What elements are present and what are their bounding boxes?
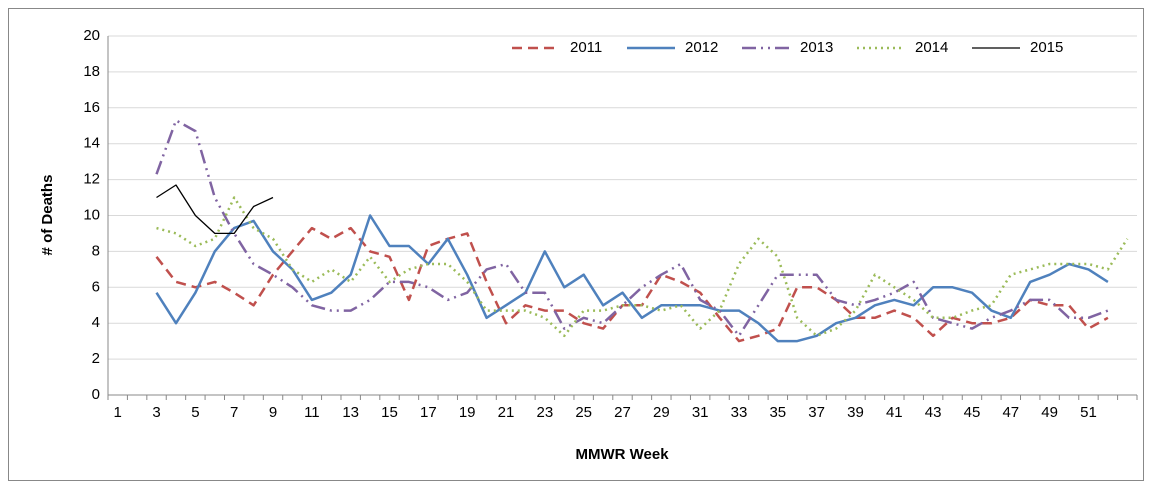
x-tick-label: 15	[381, 404, 398, 421]
legend-label: 2011	[570, 39, 602, 56]
x-tick-label: 1	[114, 404, 122, 421]
x-tick-label: 13	[342, 404, 359, 421]
series-line	[156, 184, 274, 235]
x-tick-label: 51	[1080, 404, 1097, 421]
x-tick-label: 47	[1002, 404, 1019, 421]
x-axis-label: MMWR Week	[575, 446, 669, 463]
x-tick-label: 21	[498, 404, 515, 421]
chart-border	[8, 8, 1144, 481]
x-tick-label: 31	[692, 404, 709, 421]
x-tick-label: 35	[769, 404, 786, 421]
x-tick-label: 41	[886, 404, 903, 421]
x-tick-label: 37	[808, 404, 825, 421]
y-tick-label: 18	[83, 63, 100, 80]
x-tick-label: 5	[191, 404, 199, 421]
x-tick-label: 33	[731, 404, 748, 421]
x-tick-label: 3	[152, 404, 160, 421]
x-tick-label: 17	[420, 404, 437, 421]
legend-label: 2013	[800, 39, 833, 56]
y-tick-label: 4	[92, 314, 100, 331]
x-tick-label: 9	[269, 404, 277, 421]
x-tick-label: 45	[964, 404, 981, 421]
x-tick-label: 43	[925, 404, 942, 421]
y-tick-label: 12	[83, 171, 100, 188]
y-tick-label: 8	[92, 242, 100, 259]
y-axis-label: # of Deaths	[39, 175, 56, 256]
y-tick-label: 20	[83, 27, 100, 44]
x-tick-label: 23	[536, 404, 553, 421]
x-tick-label: 29	[653, 404, 670, 421]
x-tick-label: 7	[230, 404, 238, 421]
x-tick-label: 11	[304, 404, 320, 421]
y-tick-label: 0	[92, 386, 100, 403]
x-tick-label: 25	[575, 404, 592, 421]
series-line	[156, 196, 1129, 338]
series-line	[155, 214, 1109, 343]
x-tick-label: 49	[1041, 404, 1058, 421]
x-tick-label: 19	[459, 404, 476, 421]
legend-label: 2014	[915, 39, 948, 56]
legend-label: 2015	[1030, 39, 1063, 56]
y-tick-label: 16	[83, 99, 100, 116]
x-tick-label: 27	[614, 404, 631, 421]
y-tick-label: 10	[83, 206, 100, 223]
y-tick-label: 6	[92, 278, 100, 295]
y-tick-label: 14	[83, 135, 100, 152]
series-line	[155, 119, 1109, 338]
y-tick-label: 2	[92, 350, 100, 367]
legend-label: 2012	[685, 39, 718, 56]
x-tick-label: 39	[847, 404, 864, 421]
